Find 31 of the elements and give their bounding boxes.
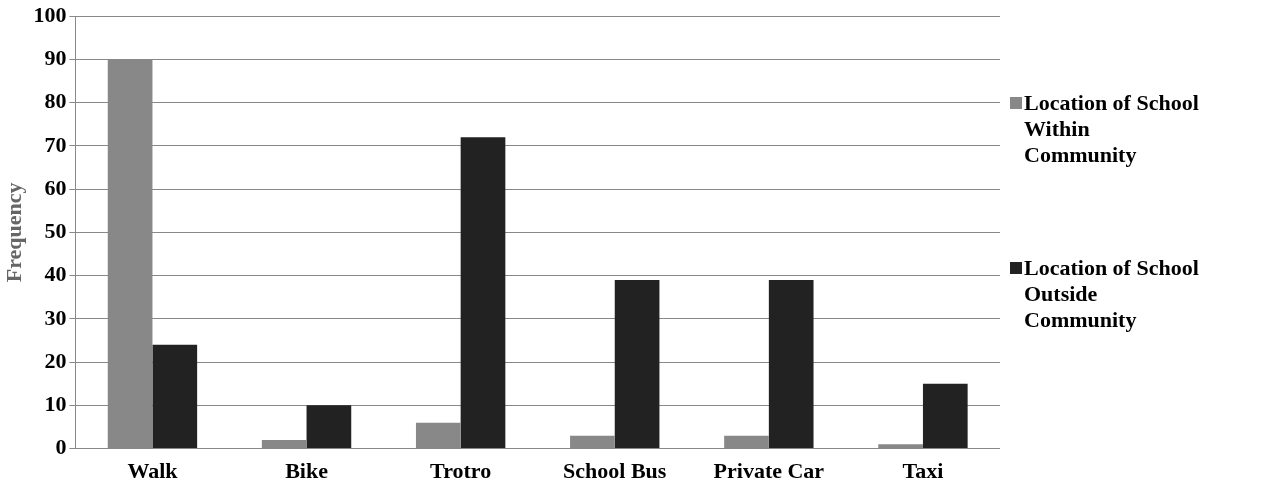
bar: [724, 435, 769, 449]
y-tick-label: 40: [44, 261, 67, 287]
bar: [768, 279, 814, 449]
bar: [261, 439, 307, 449]
bar: [614, 279, 660, 449]
bar: [306, 405, 352, 449]
x-tick-label: Taxi: [902, 458, 944, 484]
x-tick-label: Bike: [285, 458, 329, 484]
y-tick-label: 80: [44, 88, 67, 114]
bar: [878, 444, 923, 449]
bar: [415, 422, 461, 449]
y-tick-label: 100: [33, 1, 67, 27]
y-tick-label: 20: [44, 347, 67, 373]
y-tick-label: 60: [44, 174, 67, 200]
bar: [570, 435, 615, 449]
y-tick-label: 50: [44, 218, 67, 244]
y-tick-label: 10: [44, 391, 67, 417]
x-tick-label: Trotro: [430, 458, 492, 484]
y-tick-label: 90: [44, 45, 67, 71]
x-tick-label: School Bus: [563, 458, 667, 484]
y-tick-label: 0: [55, 434, 67, 460]
y-axis-title: Frequency: [0, 182, 26, 283]
bar: [460, 137, 506, 449]
legend-label: Location of School Outside Community: [1024, 255, 1200, 333]
y-tick-label: 30: [44, 304, 67, 330]
bar: [152, 344, 198, 449]
bar: [922, 383, 968, 449]
legend-label: Location of School Within Community: [1024, 90, 1200, 168]
y-tick-label: 70: [44, 131, 67, 157]
x-tick-label: Private Car: [713, 458, 825, 484]
x-tick-label: Walk: [127, 458, 179, 484]
